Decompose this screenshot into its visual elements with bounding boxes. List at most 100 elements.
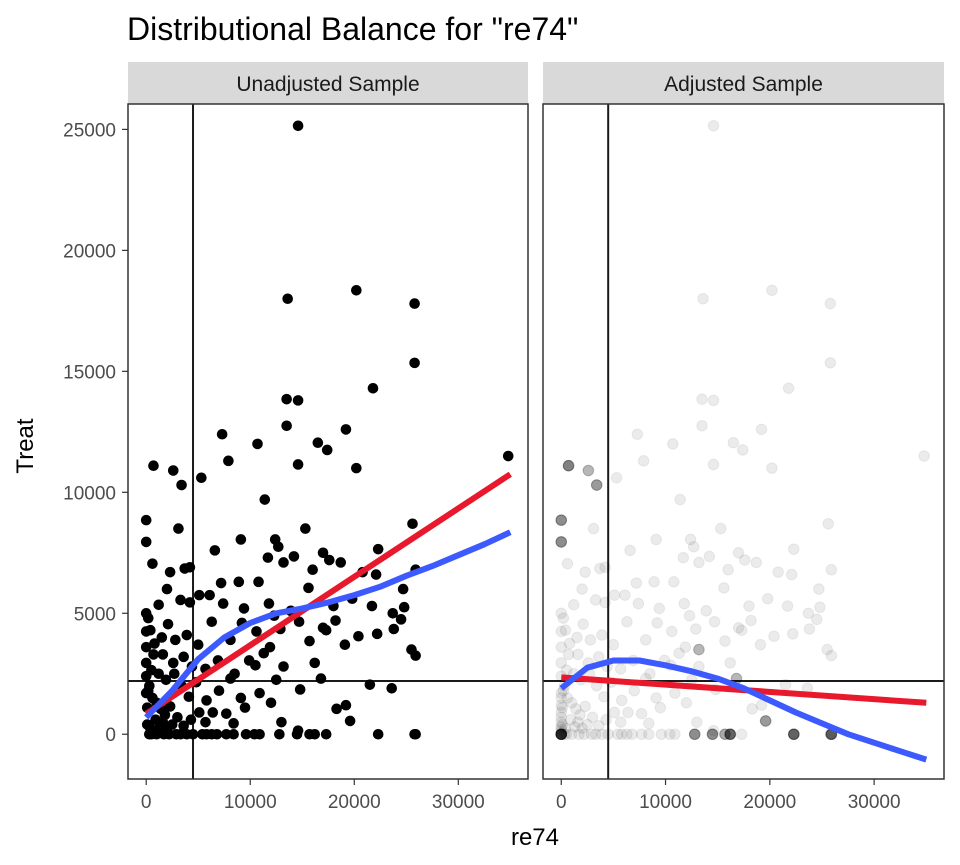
data-point [724, 728, 737, 741]
data-point [555, 716, 568, 728]
data-point [201, 695, 212, 706]
data-point [706, 728, 719, 741]
data-point [585, 728, 598, 741]
data-point [621, 615, 633, 628]
y-axis-title: Treat [12, 418, 39, 473]
data-point [556, 701, 569, 714]
strip-adjusted [543, 62, 944, 104]
data-point [788, 728, 800, 741]
data-point [148, 649, 159, 660]
data-point [592, 719, 605, 732]
data-point [719, 635, 731, 647]
data-point [788, 728, 800, 741]
data-point [312, 437, 324, 449]
data-point [590, 479, 603, 491]
data-point [589, 594, 602, 606]
data-point [555, 641, 568, 653]
data-point [630, 577, 643, 589]
plot-area [128, 104, 528, 779]
data-point [372, 543, 384, 555]
data-point [281, 420, 292, 432]
data-point [558, 728, 571, 741]
data-point [643, 728, 655, 741]
x-axis: 0 10000 20000 30000 0 10000 20000 30000 [141, 779, 901, 813]
x-tick-label: 30000 [848, 792, 901, 813]
data-point [288, 551, 300, 562]
data-point [164, 701, 176, 712]
data-point [344, 715, 356, 727]
data-point [140, 626, 152, 637]
data-point [555, 514, 568, 526]
data-point [339, 639, 351, 651]
data-point [562, 459, 575, 472]
data-point [278, 661, 289, 672]
data-point [221, 728, 232, 740]
data-point [555, 692, 568, 704]
data-point [813, 583, 825, 595]
data-point [724, 728, 737, 741]
data-point [663, 728, 676, 741]
data-point [735, 728, 748, 741]
data-point [555, 728, 568, 741]
data-point [750, 556, 763, 569]
data-point [761, 592, 774, 605]
data-point [565, 728, 578, 741]
data-point [788, 728, 800, 741]
data-point [563, 637, 576, 650]
data-point [410, 650, 421, 661]
data-point [608, 589, 621, 601]
data-point [309, 657, 321, 669]
data-point [802, 607, 815, 620]
data-point [779, 678, 792, 691]
data-point [217, 598, 229, 609]
data-point [140, 657, 152, 669]
panel-adjusted: Adjusted Sample [542, 62, 945, 780]
data-point [555, 728, 568, 741]
data-point [599, 596, 611, 609]
data-point [171, 728, 182, 740]
data-point [388, 623, 400, 635]
data-point [235, 534, 247, 545]
data-point [555, 728, 568, 741]
data-point [364, 679, 376, 690]
data-point [206, 616, 218, 628]
data-point [766, 462, 778, 474]
data-point [703, 550, 716, 563]
data-point [502, 450, 514, 462]
data-point [200, 716, 211, 728]
y-tick-label: 20000 [63, 241, 116, 262]
data-point [622, 706, 634, 719]
data-point [600, 713, 612, 726]
data-point [584, 634, 597, 646]
data-point [688, 728, 701, 741]
data-point [578, 728, 590, 741]
data-point [239, 702, 251, 713]
data-point [164, 566, 176, 578]
data-point [562, 459, 575, 472]
data-point [637, 455, 650, 467]
data-point [555, 514, 568, 526]
data-point [555, 625, 568, 638]
data-point [727, 436, 740, 449]
data-point [715, 522, 727, 535]
data-point [570, 703, 582, 715]
x-tick-label: 20000 [328, 792, 381, 813]
data-point [724, 728, 737, 741]
data-point [732, 546, 745, 559]
data-point [615, 728, 628, 741]
data-point [706, 728, 719, 741]
data-point [395, 614, 407, 625]
data-point [918, 450, 930, 462]
data-point [148, 460, 159, 471]
data-point [407, 518, 418, 530]
data-point [687, 540, 700, 553]
data-point [635, 707, 648, 720]
data-point [707, 458, 720, 471]
data-point [719, 728, 731, 741]
data-point [696, 419, 708, 432]
data-point [240, 728, 252, 740]
data-point [614, 716, 627, 728]
data-point [557, 612, 570, 624]
data-point [555, 728, 568, 741]
data-point [160, 674, 172, 686]
